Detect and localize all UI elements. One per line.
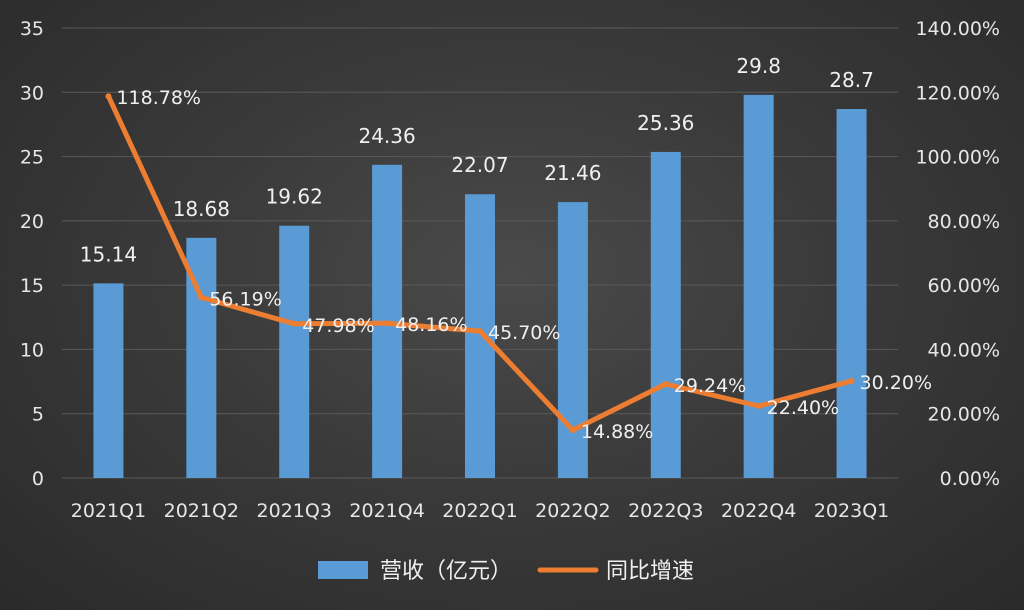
bar-data-label: 25.36: [637, 111, 694, 135]
line-data-label: 45.70%: [488, 322, 560, 344]
bar-data-label: 24.36: [358, 124, 415, 148]
y-left-tick-label: 5: [32, 404, 44, 426]
bar-data-label: 18.68: [173, 197, 230, 221]
bar[interactable]: [650, 151, 681, 478]
legend-bar-label: 营收（亿元）: [380, 559, 512, 584]
line-data-label: 47.98%: [302, 315, 374, 337]
bar-data-label: 22.07: [451, 153, 508, 177]
x-tick-label: 2021Q4: [349, 500, 424, 522]
line-point[interactable]: [848, 377, 855, 384]
x-tick-label: 2022Q3: [628, 500, 703, 522]
y-left-tick-label: 20: [20, 211, 44, 233]
line-point[interactable]: [105, 93, 112, 100]
line-point[interactable]: [477, 328, 483, 335]
y-left-tick-label: 25: [20, 147, 44, 169]
line-point[interactable]: [291, 320, 298, 327]
y-right-tick-label: 120.00%: [915, 82, 1000, 104]
x-tick-label: 2021Q1: [71, 500, 146, 522]
y-right-tick-label: 100.00%: [915, 147, 1000, 169]
line-data-label: 56.19%: [209, 288, 281, 310]
line-data-label: 48.16%: [395, 314, 467, 336]
y-left-tick-label: 15: [20, 275, 44, 297]
y-left-tick-label: 30: [20, 82, 44, 104]
x-tick-label: 2021Q2: [164, 500, 239, 522]
y-right-tick-label: 140.00%: [915, 18, 1000, 40]
bar-data-label: 28.7: [829, 68, 874, 92]
line-data-label: 29.24%: [674, 375, 746, 397]
x-tick-label: 2022Q1: [442, 500, 517, 522]
y-right-tick-label: 80.00%: [928, 211, 1000, 233]
y-right-tick-label: 0.00%: [940, 468, 1000, 490]
y-right-tick-label: 20.00%: [928, 404, 1000, 426]
line-data-label: 22.40%: [767, 397, 839, 419]
line-point[interactable]: [384, 320, 391, 327]
legend-line-label: 同比增速: [606, 559, 694, 584]
bar-data-label: 15.14: [80, 242, 137, 266]
bar[interactable]: [836, 109, 867, 478]
line-point[interactable]: [569, 427, 576, 434]
y-right-tick-label: 60.00%: [928, 275, 1000, 297]
bar-data-label: 19.62: [266, 185, 323, 209]
x-tick-label: 2022Q4: [721, 500, 796, 522]
line-point[interactable]: [755, 403, 762, 409]
line-data-label: 14.88%: [581, 421, 653, 443]
y-left-tick-label: 10: [20, 339, 44, 361]
legend-bar-swatch: [318, 561, 368, 579]
line-point[interactable]: [198, 294, 205, 301]
y-right-tick-label: 40.00%: [928, 339, 1000, 361]
x-tick-label: 2022Q2: [535, 500, 610, 522]
bar[interactable]: [743, 94, 774, 478]
bar-data-label: 21.46: [544, 161, 601, 185]
line-data-label: 30.20%: [860, 372, 932, 394]
y-left-tick-label: 35: [20, 18, 44, 40]
bar[interactable]: [279, 225, 310, 478]
line-data-label: 118.78%: [116, 87, 201, 109]
bar-data-label: 29.8: [736, 54, 781, 78]
x-tick-label: 2021Q3: [257, 500, 332, 522]
bar[interactable]: [93, 283, 124, 478]
legend: 营收（亿元） 同比增速: [318, 559, 694, 584]
line-point[interactable]: [662, 381, 669, 388]
y-left-tick-label: 0: [32, 468, 44, 490]
bar[interactable]: [465, 194, 495, 478]
x-tick-label: 2023Q1: [814, 500, 889, 522]
